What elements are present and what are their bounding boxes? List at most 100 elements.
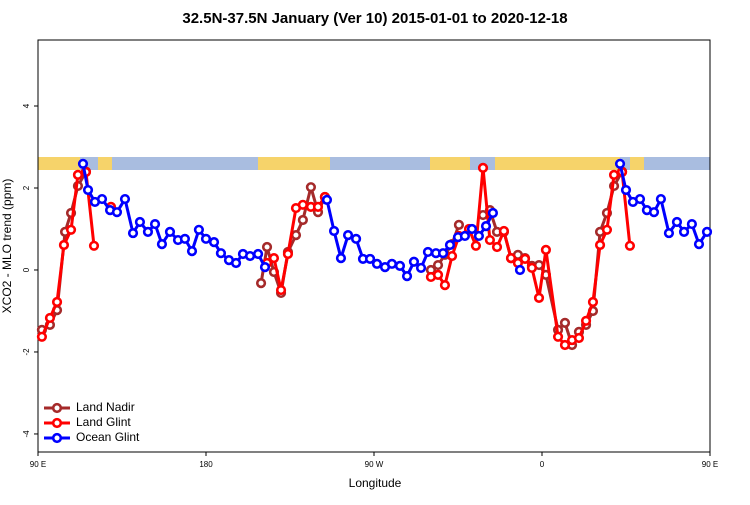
data-point (335, 252, 347, 264)
x-tick-label: 90 E (30, 460, 46, 469)
plot-frame (37, 39, 711, 453)
data-point (693, 239, 705, 250)
data-point (559, 339, 571, 351)
data-point (655, 193, 667, 205)
data-point (701, 226, 713, 237)
data-point (134, 216, 146, 228)
data-point (111, 207, 123, 218)
data-point (72, 169, 84, 180)
land-strip (98, 157, 112, 170)
data-point (559, 317, 571, 328)
data-point (259, 262, 271, 273)
data-point (480, 221, 492, 232)
data-point (77, 158, 89, 169)
data-point (96, 193, 108, 205)
data-point (437, 248, 449, 259)
data-point (297, 214, 308, 226)
data-point (648, 207, 660, 218)
legend-marker (51, 432, 63, 444)
data-point (200, 233, 212, 244)
data-point (156, 239, 168, 250)
data-point (401, 271, 413, 282)
data-point (663, 227, 675, 239)
data-point (573, 332, 585, 344)
data-point (671, 216, 683, 228)
x-tick-label: 90 W (365, 460, 384, 469)
legend-marker (51, 417, 63, 429)
data-point (505, 252, 517, 264)
data-point (252, 248, 264, 260)
data-point (624, 240, 636, 251)
y-axis-label: XCO2 - MLO trend (ppm) (0, 179, 14, 314)
data-point (328, 225, 340, 237)
series-line (40, 166, 632, 347)
data-point (275, 284, 287, 296)
data-point (473, 230, 485, 242)
data-point (127, 227, 139, 239)
y-tick-label: 0 (22, 267, 31, 272)
data-point (371, 258, 383, 269)
legend-label: Ocean Glint (76, 430, 140, 444)
data-point (186, 246, 198, 257)
legend-marker (51, 402, 63, 414)
data-point (415, 262, 427, 274)
data-point (432, 259, 444, 271)
data-point (614, 158, 626, 169)
data-point (297, 199, 308, 210)
data-point (620, 184, 632, 196)
data-point (88, 240, 100, 251)
data-point (36, 331, 48, 342)
data-point (82, 184, 94, 196)
data-point (487, 207, 499, 219)
data-point (290, 230, 302, 241)
y-tick-label: -4 (22, 430, 31, 438)
land-strip (630, 157, 644, 170)
data-point (215, 248, 227, 259)
data-point (408, 256, 420, 267)
legend-label: Land Glint (76, 415, 131, 429)
data-point (422, 246, 434, 258)
data-point (608, 169, 620, 180)
data-point (58, 239, 70, 251)
data-point (350, 233, 362, 244)
data-point (634, 193, 646, 205)
data-point (255, 278, 267, 289)
y-tick-label: 2 (22, 185, 31, 190)
chart-title: 32.5N-37.5N January (Ver 10) 2015-01-01 … (182, 10, 567, 27)
data-point (453, 219, 465, 230)
data-point (594, 239, 606, 251)
data-point (580, 315, 592, 326)
data-point (540, 244, 552, 255)
data-point (230, 257, 242, 269)
data-point (149, 218, 161, 230)
data-point (305, 182, 317, 193)
data-point (268, 252, 280, 264)
data-point (193, 224, 205, 235)
data-point (491, 241, 503, 253)
data-point (321, 194, 333, 205)
map-strip (38, 157, 710, 170)
data-point (312, 201, 324, 212)
data-point (484, 234, 496, 246)
data-point (51, 296, 63, 308)
data-point (244, 250, 256, 262)
x-tick-label: 180 (199, 460, 213, 469)
data-point (342, 230, 354, 241)
legend-label: Land Nadir (76, 400, 135, 414)
data-point (533, 292, 545, 303)
y-tick-label: -2 (22, 348, 31, 356)
data-point (65, 224, 77, 235)
data-point (526, 262, 538, 274)
land-strip (38, 157, 80, 170)
x-tick-label: 0 (540, 460, 545, 469)
land-strip (258, 157, 330, 170)
data-point (142, 226, 154, 237)
data-point (466, 223, 478, 235)
data-point (477, 162, 489, 174)
land-strip (495, 157, 620, 170)
x-tick-label: 90 E (702, 460, 718, 469)
data-point (459, 230, 471, 242)
land-strip (430, 157, 470, 170)
